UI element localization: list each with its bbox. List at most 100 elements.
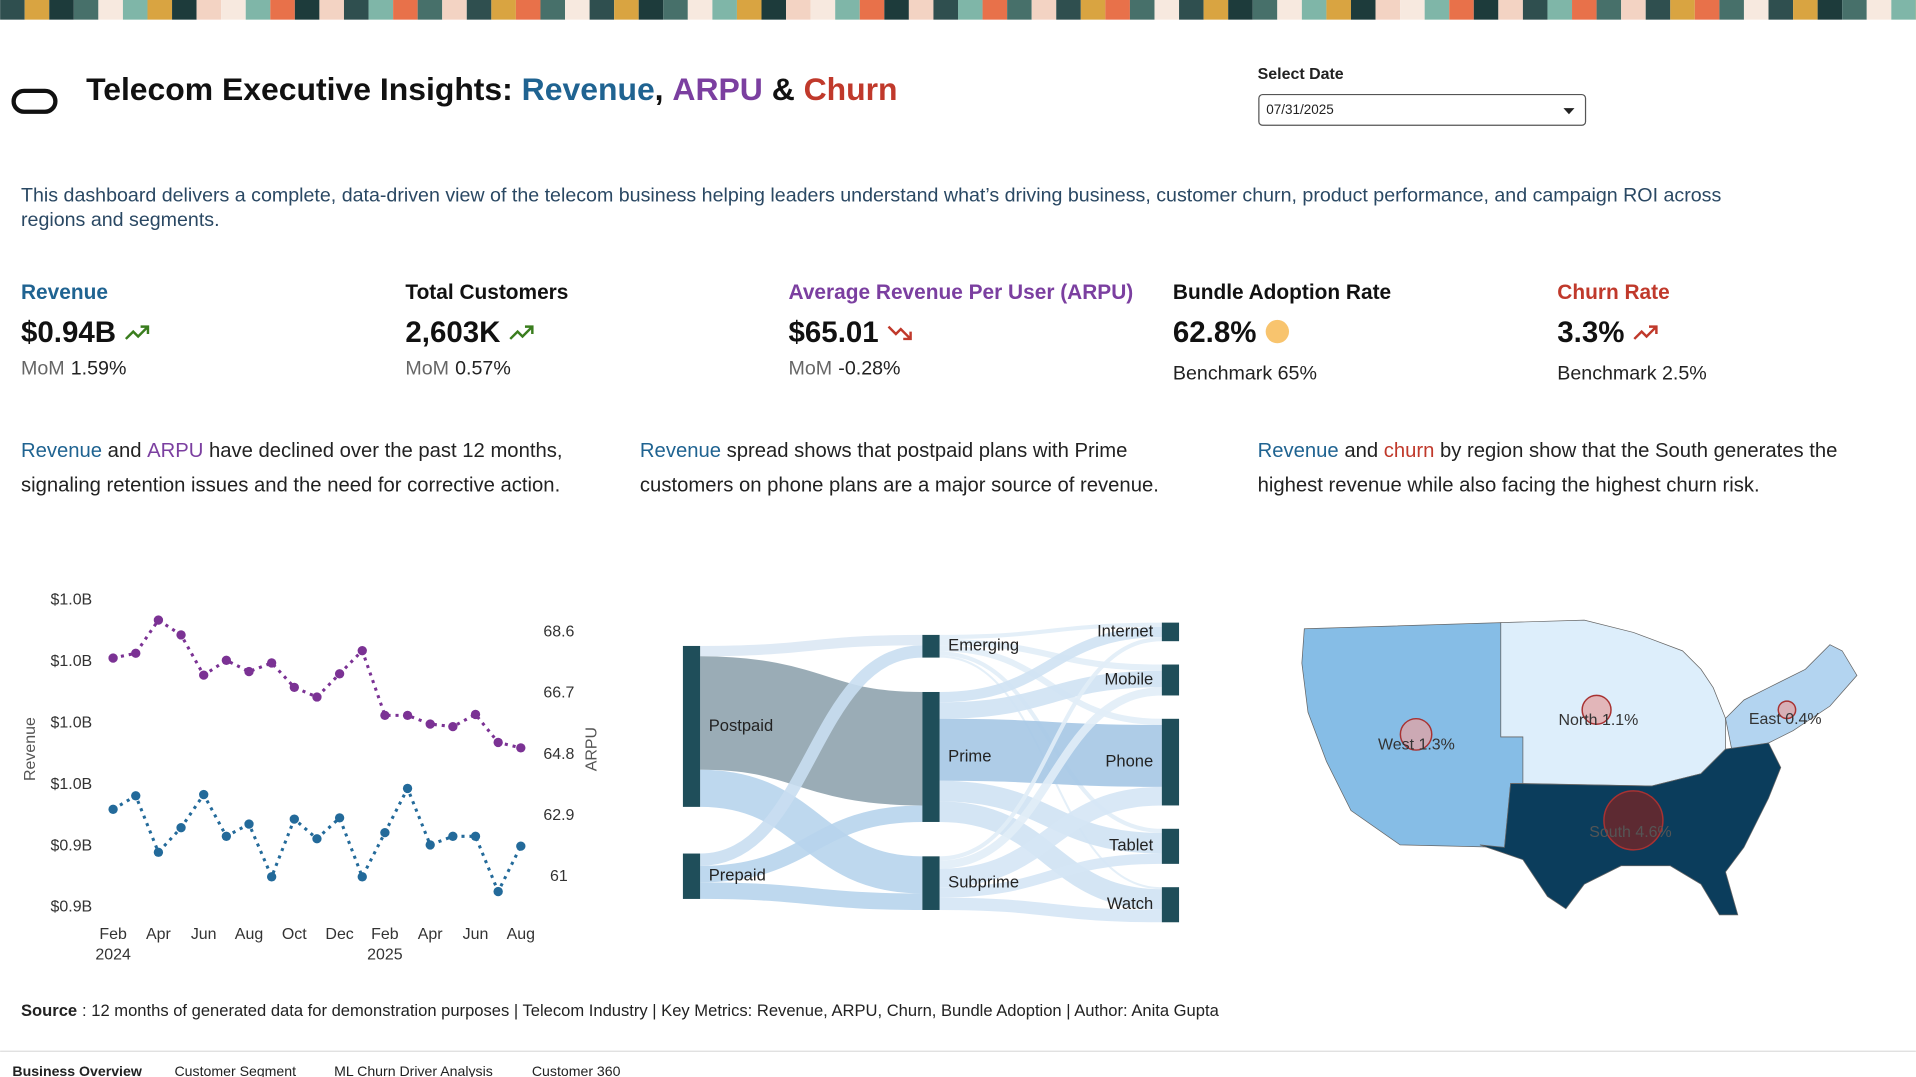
description: This dashboard delivers a complete, data… — [21, 185, 1721, 207]
sankey-link — [939, 786, 1162, 888]
tab[interactable]: Customer 360 — [532, 1063, 621, 1077]
banner-tile — [0, 0, 25, 20]
series-point — [199, 789, 209, 800]
series-point — [493, 737, 503, 748]
banner-tile — [270, 0, 295, 20]
insight-text: Revenue spread shows that postpaid plans… — [640, 440, 1127, 462]
page-title-part: & — [763, 72, 804, 108]
kpi-sub-value: -0.28% — [838, 358, 900, 380]
series-line — [112, 617, 522, 750]
x-tick-label: Apr — [146, 926, 172, 943]
sankey-link — [699, 656, 924, 806]
series-point — [357, 872, 367, 882]
sankey-node — [1161, 887, 1180, 923]
source-label: Source — [21, 1001, 77, 1020]
region-label: East 0.4% — [1749, 711, 1822, 728]
kpi-indicator — [1265, 319, 1290, 344]
region-label: South 4.6% — [1589, 824, 1671, 841]
insight-text: signaling retention issues and the need … — [21, 475, 560, 497]
sankey-link — [939, 780, 1162, 854]
sankey-node — [1161, 828, 1180, 864]
banner-tile — [1350, 0, 1376, 20]
x-tick-label: Jun — [191, 926, 217, 943]
series-point — [448, 831, 458, 841]
sankey-link — [939, 637, 1162, 861]
banner-tile — [442, 0, 467, 20]
series-point — [289, 682, 299, 693]
banner-tile — [1621, 0, 1646, 20]
sankey-link — [939, 626, 1162, 703]
series-point — [357, 645, 367, 656]
banner-tile — [343, 0, 369, 20]
banner-tile — [1252, 0, 1278, 20]
kpi-sub-label: MoM — [789, 358, 833, 380]
series-point — [493, 886, 503, 897]
banner-tile — [1473, 0, 1499, 20]
banner-tile — [1375, 0, 1401, 20]
banner-tile — [1866, 0, 1892, 20]
banner-tile — [859, 0, 885, 20]
banner-tile — [417, 0, 443, 20]
insight-text-part: customers on phone plans are a major sou… — [640, 475, 1159, 497]
y-tick-label: $0.9B — [51, 899, 93, 916]
banner-tile — [736, 0, 762, 20]
insight-text: highest revenue while also facing the hi… — [1258, 475, 1760, 497]
churn-bubble — [1399, 717, 1433, 751]
banner-tile — [933, 0, 958, 20]
banner-tile — [294, 0, 320, 20]
banner-tile — [1522, 0, 1548, 20]
insight-text-part: highest revenue while also facing the hi… — [1258, 475, 1760, 497]
y-axis-title: Revenue — [22, 717, 39, 781]
page-title-part: Churn — [804, 72, 898, 108]
kpi-label: Revenue — [21, 281, 108, 304]
x-tick-label: Aug — [507, 926, 535, 943]
series-point — [176, 823, 186, 833]
y-tick-label: $0.9B — [51, 837, 93, 854]
banner-tile — [1056, 0, 1081, 20]
sankey-link — [939, 670, 1162, 719]
dropdown-arrow[interactable] — [1563, 108, 1575, 115]
sankey-link — [939, 853, 1162, 898]
banner-tile — [1670, 0, 1695, 20]
kpi-sub-value: Benchmark 65% — [1173, 363, 1317, 385]
series-point — [221, 655, 232, 665]
x-year-label: 2024 — [95, 947, 131, 964]
banner-tile — [786, 0, 811, 20]
tab[interactable]: Customer Segment — [175, 1063, 297, 1077]
insight-text-part: spread shows that postpaid plans with Pr… — [721, 440, 1127, 462]
kpi-label: Total Customers — [405, 281, 568, 304]
sankey-node — [922, 691, 940, 822]
series-point — [470, 709, 481, 720]
series-point — [425, 840, 435, 850]
y2-tick-label: 61 — [550, 868, 568, 885]
sankey-node — [682, 645, 701, 807]
banner-tile — [1031, 0, 1057, 20]
banner-tile — [196, 0, 222, 20]
banner-tile — [221, 0, 246, 20]
banner-tile — [172, 0, 197, 20]
x-tick-label: Feb — [371, 926, 399, 943]
tab[interactable]: Business Overview — [12, 1063, 141, 1077]
kpi-label: Bundle Adoption Rate — [1173, 281, 1391, 304]
tab[interactable]: ML Churn Driver Analysis — [334, 1063, 493, 1077]
banner-tile — [24, 0, 50, 20]
banner-tile — [122, 0, 148, 20]
banner-tile — [73, 0, 99, 20]
series-point — [516, 841, 526, 851]
insight-text: Revenue and ARPU have declined over the … — [21, 440, 562, 462]
date-select[interactable] — [1258, 93, 1587, 126]
map-region — [1500, 619, 1726, 787]
banner-tile — [1743, 0, 1769, 20]
page-title-part: ARPU — [672, 72, 762, 108]
date-value[interactable]: 07/31/2025 — [1266, 102, 1334, 117]
region-label: North 1.1% — [1559, 712, 1639, 729]
kpi-value: $0.94B — [21, 316, 116, 349]
banner-tile — [589, 0, 615, 20]
sankey-link — [699, 769, 923, 894]
banner-tile — [1596, 0, 1622, 20]
banner-tile — [1105, 0, 1130, 20]
banner-tile — [1793, 0, 1818, 20]
banner-tile — [1129, 0, 1155, 20]
sankey-node — [1161, 718, 1180, 806]
sankey-node — [1161, 622, 1180, 642]
